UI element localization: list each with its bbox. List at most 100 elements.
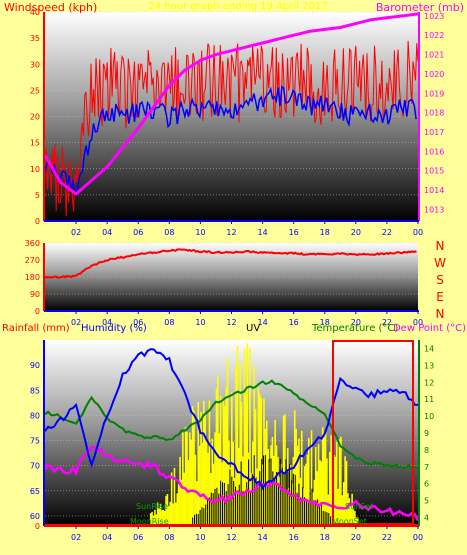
moonrise-label: MoonRise <box>130 517 169 526</box>
barometer-y-tick-label: 1023 <box>424 12 444 21</box>
wind-series-group <box>43 12 419 217</box>
x-tick-label: 08 <box>164 228 174 237</box>
x-tick-label: 04 <box>102 318 112 327</box>
x-tick-label: 04 <box>102 533 112 542</box>
temperature-series-group <box>43 343 420 526</box>
dewpoint-title: Dew Point (°C) <box>393 323 466 334</box>
x-tick-label: 04 <box>102 228 112 237</box>
temperature-y-tick-label: 11 <box>424 395 434 404</box>
barometer-y-tick-label: 1014 <box>424 186 444 195</box>
x-tick-label: 14 <box>257 533 267 542</box>
x-tick-label: 02 <box>71 228 81 237</box>
direction-tick-labels: 0 90 180 270 360 02 04 06 08 10 12 14 16 18 20 22 00 <box>25 239 423 327</box>
x-tick-label: 00 <box>413 533 423 542</box>
barometer-y-tick-label: 1020 <box>424 70 444 79</box>
barometer-y-tick-label: 1015 <box>424 167 444 176</box>
barometer-y-tick-label: 1018 <box>424 109 444 118</box>
x-tick-label: 02 <box>71 533 81 542</box>
x-tick-label: 22 <box>382 228 392 237</box>
barometer-line <box>43 12 419 196</box>
wind-y-tick-label: 0 <box>35 217 40 226</box>
direction-series-group <box>44 248 417 279</box>
temperature-title: Temperature (°C) <box>311 323 398 334</box>
humidity-y-tick-label: 85 <box>30 386 40 395</box>
temperature-y-tick-label: 4 <box>424 514 429 523</box>
x-tick-label: 10 <box>195 228 205 237</box>
wind-y-tick-label: 5 <box>35 191 40 200</box>
x-tick-label: 22 <box>382 533 392 542</box>
wind-y-tick-label: 35 <box>30 34 40 43</box>
temperature-y-tick-label: 7 <box>424 463 429 472</box>
humidity-y-tick-label: 80 <box>30 411 40 420</box>
x-tick-label: 12 <box>226 228 236 237</box>
compass-label-n: N <box>436 307 445 321</box>
x-tick-label: 18 <box>320 318 330 327</box>
sunrise-label: SunRise <box>136 502 168 511</box>
x-tick-label: 00 <box>413 318 423 327</box>
humidity-y-tick-label: 70 <box>30 462 40 471</box>
barometer-y-tick-label: 1019 <box>424 89 444 98</box>
x-tick-label: 02 <box>71 318 81 327</box>
humidity-y-tick-label: 75 <box>30 437 40 446</box>
compass-label-w: W <box>434 256 446 270</box>
wind-direction-line <box>44 248 417 279</box>
temperature-y-tick-label: 12 <box>424 378 434 387</box>
x-tick-label: 14 <box>257 228 267 237</box>
temperature-y-tick-label: 14 <box>424 344 434 353</box>
x-tick-label: 18 <box>320 228 330 237</box>
windspeed-line <box>44 40 419 217</box>
temperature-tick-labels: 060 65 70 75 80 85 90 4 5 6 7 8 9 10 11 12 13 14 02 04 06 08 1… <box>30 344 434 542</box>
uv-title: UV <box>246 323 260 334</box>
compass-label-n: N <box>436 239 445 253</box>
temperature-y-tick-label: 9 <box>424 429 429 438</box>
x-tick-label: 20 <box>351 228 361 237</box>
x-tick-label: 08 <box>164 318 174 327</box>
dewpoint-line <box>43 445 420 522</box>
x-tick-label: 12 <box>226 533 236 542</box>
x-tick-label: 20 <box>351 533 361 542</box>
humidity-y-tick-label: 0 <box>35 522 40 531</box>
barometer-y-tick-label: 1013 <box>424 205 444 214</box>
x-tick-label: 22 <box>382 318 392 327</box>
graph-title: 24 hour graph ending 19 April 2017 <box>148 1 327 12</box>
x-tick-label: 16 <box>289 318 299 327</box>
wind-y-tick-label: 40 <box>30 8 40 17</box>
direction-y-tick-label: 0 <box>35 307 40 316</box>
wind-y-tick-label: 10 <box>30 165 40 174</box>
barometer-title: Barometer (mb) <box>376 1 464 14</box>
direction-y-tick-label: 180 <box>25 273 40 282</box>
x-tick-label: 08 <box>164 533 174 542</box>
x-tick-label: 06 <box>133 533 143 542</box>
x-tick-label: 10 <box>195 318 205 327</box>
x-tick-label: 00 <box>413 228 423 237</box>
humidity-y-tick-label: 60 <box>30 512 40 521</box>
barometer-y-tick-label: 1016 <box>424 147 444 156</box>
barometer-y-tick-label: 1017 <box>424 128 444 137</box>
barometer-y-tick-label: 1022 <box>424 31 444 40</box>
wind-y-tick-label: 15 <box>30 139 40 148</box>
temperature-panel: 060 65 70 75 80 85 90 4 5 6 7 8 9 10 11 12 13 14 02 04 06 08 1… <box>2 323 466 542</box>
wind-tick-labels: 0510152025303540101310141015101610171018… <box>30 8 445 237</box>
x-tick-label: 10 <box>195 533 205 542</box>
x-tick-label: 16 <box>289 228 299 237</box>
moonset-label: MoonSet <box>332 517 367 526</box>
humidity-y-tick-label: 90 <box>30 361 40 370</box>
direction-y-tick-label: 360 <box>25 239 40 248</box>
average-wind-line <box>44 84 417 195</box>
wind-y-tick-label: 20 <box>30 113 40 122</box>
x-tick-label: 18 <box>320 533 330 542</box>
temperature-y-tick-label: 8 <box>424 446 429 455</box>
temperature-y-tick-label: 10 <box>424 412 434 421</box>
humidity-line <box>44 348 419 490</box>
x-tick-label: 20 <box>351 318 361 327</box>
wind-y-tick-label: 25 <box>30 86 40 95</box>
temperature-y-tick-label: 5 <box>424 497 429 506</box>
barometer-y-tick-label: 1021 <box>424 51 444 60</box>
compass-label-s: S <box>436 273 444 287</box>
x-tick-label: 06 <box>133 228 143 237</box>
sunset-label: SunSet <box>345 502 373 511</box>
humidity-y-tick-label: 65 <box>30 487 40 496</box>
